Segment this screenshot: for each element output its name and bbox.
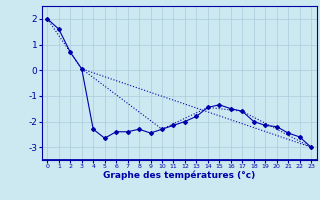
X-axis label: Graphe des températures (°c): Graphe des températures (°c): [103, 171, 255, 180]
